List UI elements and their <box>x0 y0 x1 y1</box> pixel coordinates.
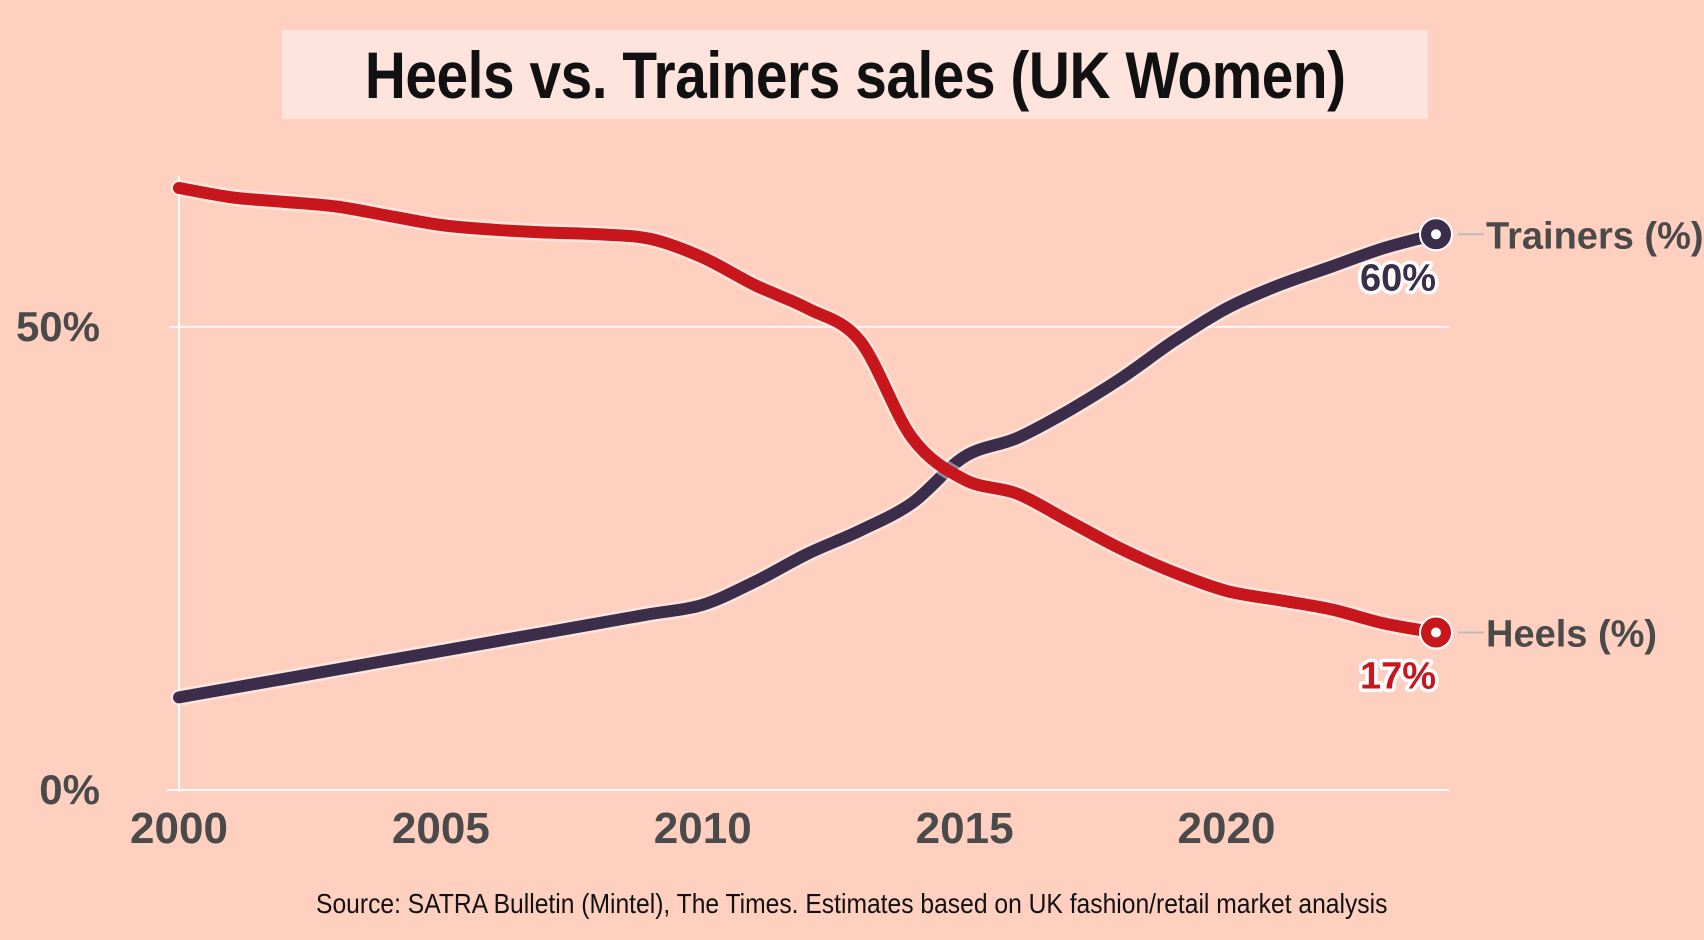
trainers-end-point-center <box>1431 229 1441 240</box>
trainers-series-label: Trainers (%) <box>1486 215 1704 257</box>
heels-end-point-center <box>1431 627 1441 638</box>
x-tick-label-2000: 2000 <box>130 804 228 853</box>
source-text: Source: SATRA Bulletin (Mintel), The Tim… <box>316 888 1388 919</box>
y-tick-label-50%: 50% <box>16 303 100 350</box>
heels-line-halo <box>170 179 1445 642</box>
x-tick-label-2010: 2010 <box>654 804 752 853</box>
heels-line <box>173 182 1442 639</box>
heels-series-label: Heels (%) <box>1486 614 1657 656</box>
title-box: Heels vs. Trainers sales (UK Women) <box>282 30 1428 119</box>
source-note: Source: SATRA Bulletin (Mintel), The Tim… <box>0 888 1704 920</box>
trainers-value-label: 60% <box>1360 257 1436 299</box>
y-tick-label-0%: 0% <box>39 766 100 813</box>
heels-value-label: 17% <box>1360 656 1436 698</box>
trainers-line <box>173 228 1442 704</box>
x-tick-label-2005: 2005 <box>392 804 490 853</box>
chart-title: Heels vs. Trainers sales (UK Women) <box>364 37 1346 112</box>
x-tick-label-2020: 2020 <box>1178 804 1276 853</box>
x-tick-label-2015: 2015 <box>916 804 1014 853</box>
